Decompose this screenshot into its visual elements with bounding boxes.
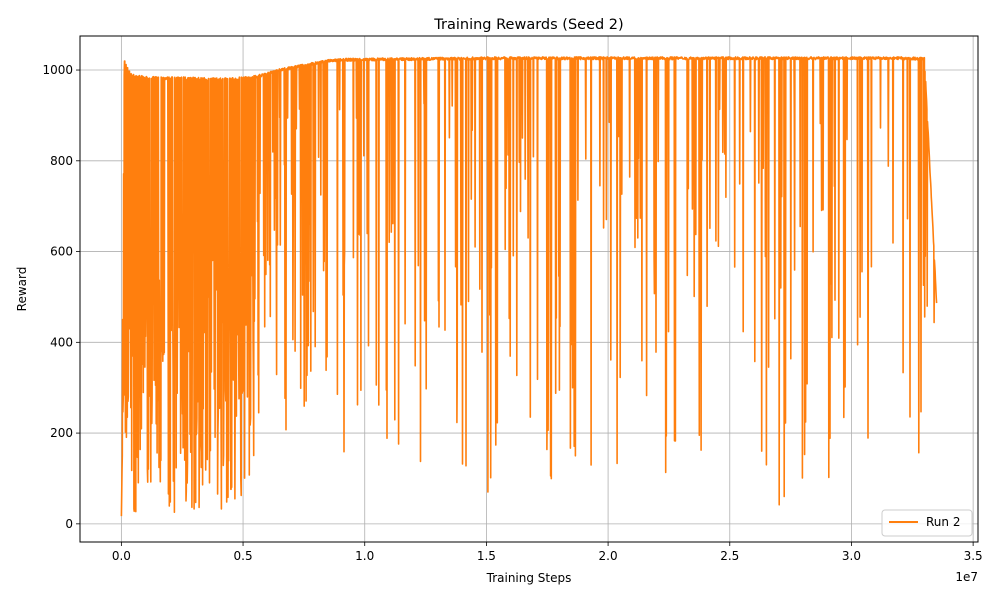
x-tick-label: 1.0 xyxy=(355,549,374,563)
y-tick-label: 1000 xyxy=(42,63,73,77)
y-tick-label: 200 xyxy=(50,426,73,440)
plot-frame xyxy=(79,35,979,543)
x-axis-ticks: 0.0 0.5 1.0 1.5 2.0 2.5 3.0 3.5 xyxy=(112,542,983,563)
legend: Run 2 xyxy=(881,509,973,537)
x-tick-label: 0.0 xyxy=(112,549,131,563)
legend-label-run-2: Run 2 xyxy=(926,515,960,529)
x-tick-label: 2.0 xyxy=(599,549,618,563)
x-offset-label: 1e7 xyxy=(955,570,978,584)
chart-title: Training Rewards (Seed 2) xyxy=(433,17,623,33)
y-tick-label: 0 xyxy=(65,517,73,531)
series-layer xyxy=(120,56,938,517)
y-tick-label: 600 xyxy=(50,245,73,259)
series-line-run-2 xyxy=(120,56,938,517)
y-tick-label: 400 xyxy=(50,335,73,349)
x-tick-label: 3.5 xyxy=(964,549,983,563)
y-axis-label: Reward xyxy=(15,267,29,312)
x-tick-label: 3.0 xyxy=(842,549,861,563)
x-tick-label: 0.5 xyxy=(234,549,253,563)
legend-box xyxy=(881,509,973,537)
x-axis-label: Training Steps xyxy=(486,571,572,585)
x-tick-label: 1.5 xyxy=(477,549,496,563)
y-tick-label: 800 xyxy=(50,154,73,168)
x-tick-label: 2.5 xyxy=(720,549,739,563)
y-axis-ticks: 0 200 400 600 800 1000 xyxy=(42,63,80,531)
